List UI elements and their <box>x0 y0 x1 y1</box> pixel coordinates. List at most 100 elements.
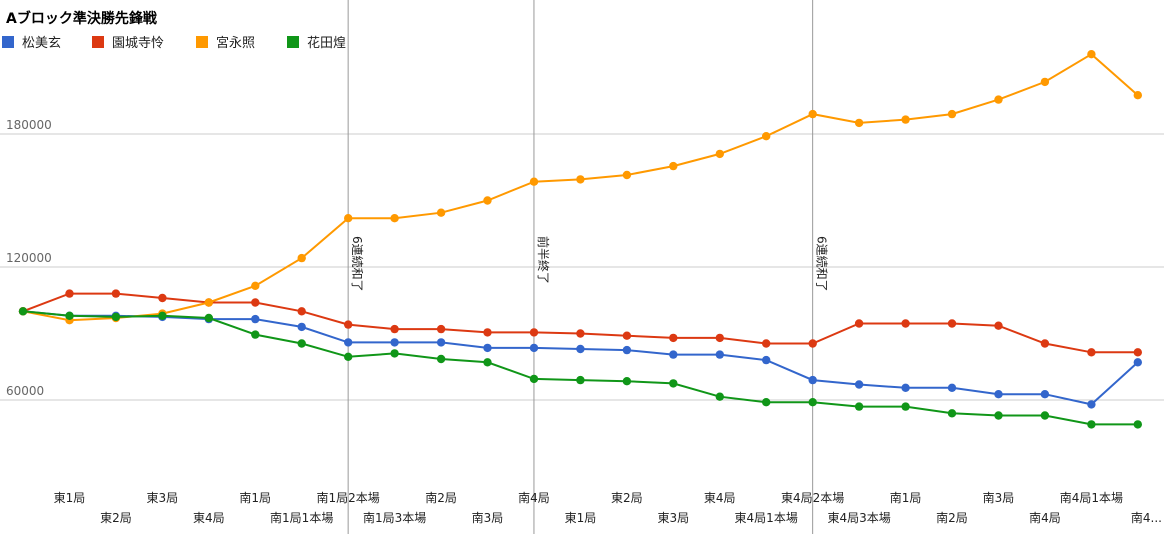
data-point <box>854 402 864 411</box>
x-tick-label: 東4局3本場 <box>827 511 890 525</box>
data-point <box>947 409 957 418</box>
data-point <box>297 339 306 348</box>
legend-swatch <box>92 36 104 48</box>
data-point <box>297 253 306 263</box>
data-point <box>111 289 121 298</box>
data-point <box>1040 411 1050 420</box>
data-point <box>344 214 353 223</box>
x-tick-label: 南1局 <box>239 490 271 505</box>
legend-swatch <box>196 36 208 48</box>
data-point <box>1133 91 1143 100</box>
x-tick-label: 南1局 <box>890 490 922 505</box>
data-point <box>529 374 539 384</box>
x-tick-label: 東4局1本場 <box>735 511 798 525</box>
data-point <box>622 377 632 386</box>
data-point <box>529 177 539 186</box>
data-point <box>715 350 724 359</box>
data-point <box>854 118 864 128</box>
x-tick-label: 南2局 <box>936 510 968 525</box>
x-tick-label: 東4局 <box>193 511 225 525</box>
data-point <box>1087 348 1096 357</box>
data-point <box>715 392 724 401</box>
x-tick-label: 東1局 <box>54 491 86 505</box>
annotation-label: 前半終了 <box>536 236 551 284</box>
gridlines <box>0 133 1164 401</box>
data-point <box>390 214 399 223</box>
data-point <box>669 350 678 359</box>
legend-label: 宮永照 <box>216 35 255 51</box>
series <box>18 307 1143 409</box>
legend-item: 花田煌 <box>287 35 346 51</box>
data-point <box>947 383 957 392</box>
data-point <box>297 307 306 316</box>
data-point <box>715 333 724 343</box>
chart-title: Aブロック準決勝先鋒戦 <box>6 10 158 27</box>
data-point <box>436 324 446 334</box>
data-point <box>762 339 771 348</box>
x-axis: 東1局東2局東3局東4局南1局南1局1本場南1局2本場南1局3本場南2局南3局南… <box>54 490 1162 525</box>
data-point <box>854 319 864 328</box>
data-point <box>762 355 771 365</box>
data-point <box>1133 358 1143 367</box>
legend-item: 宮永照 <box>196 35 255 51</box>
x-tick-label: 南4... <box>1131 510 1162 525</box>
data-point <box>251 298 260 307</box>
x-tick-label: 東4局 <box>704 491 736 505</box>
x-tick-label: 南2局 <box>425 490 457 505</box>
data-point <box>158 311 167 320</box>
data-point <box>344 352 353 361</box>
data-point <box>901 383 910 392</box>
legend-item: 松美玄 <box>2 36 61 51</box>
data-point <box>1087 420 1096 429</box>
legend-item: 園城寺怜 <box>92 36 164 51</box>
data-point <box>158 293 167 303</box>
data-point <box>622 331 632 340</box>
data-point <box>436 354 446 364</box>
data-point <box>483 358 492 367</box>
data-point <box>901 319 910 328</box>
data-point <box>1087 50 1096 59</box>
x-tick-label: 東2局 <box>611 491 643 505</box>
data-point <box>344 338 353 347</box>
data-point <box>390 338 399 347</box>
legend-swatch <box>2 36 14 48</box>
data-point <box>669 161 678 171</box>
data-point <box>947 109 957 119</box>
x-tick-label: 東3局 <box>147 491 179 505</box>
data-point <box>576 175 585 184</box>
data-point <box>808 339 817 348</box>
data-point <box>436 338 446 347</box>
data-point <box>808 398 817 407</box>
data-point <box>576 329 585 338</box>
legend-label: 園城寺怜 <box>112 36 164 51</box>
data-point <box>947 319 957 328</box>
data-point <box>576 375 585 385</box>
data-point <box>994 321 1003 330</box>
data-point <box>1087 400 1096 409</box>
data-point <box>251 314 260 324</box>
data-point <box>1040 77 1050 87</box>
data-point <box>622 170 632 180</box>
data-point <box>808 375 817 385</box>
series-layer <box>18 50 1143 429</box>
data-point <box>854 380 864 389</box>
x-tick-label: 南1局3本場 <box>363 510 426 525</box>
legend-label: 花田煌 <box>307 35 346 51</box>
data-point <box>1133 420 1143 429</box>
legend-label: 松美玄 <box>22 36 61 51</box>
data-point <box>808 109 817 119</box>
y-tick-label: 120000 <box>6 251 52 265</box>
data-point <box>901 402 910 411</box>
y-tick-label: 180000 <box>6 118 52 132</box>
annotations: 6連続和了 前半終了 6連続和了 <box>347 0 829 534</box>
x-tick-label: 東2局 <box>100 511 132 525</box>
series <box>18 307 1143 429</box>
annotation-label: 6連続和了 <box>350 236 364 292</box>
x-tick-label: 東3局 <box>657 511 689 525</box>
data-point <box>251 281 260 290</box>
data-point <box>529 343 539 353</box>
data-point <box>390 349 399 358</box>
data-point <box>762 132 771 141</box>
x-tick-label: 南3局 <box>472 510 504 525</box>
